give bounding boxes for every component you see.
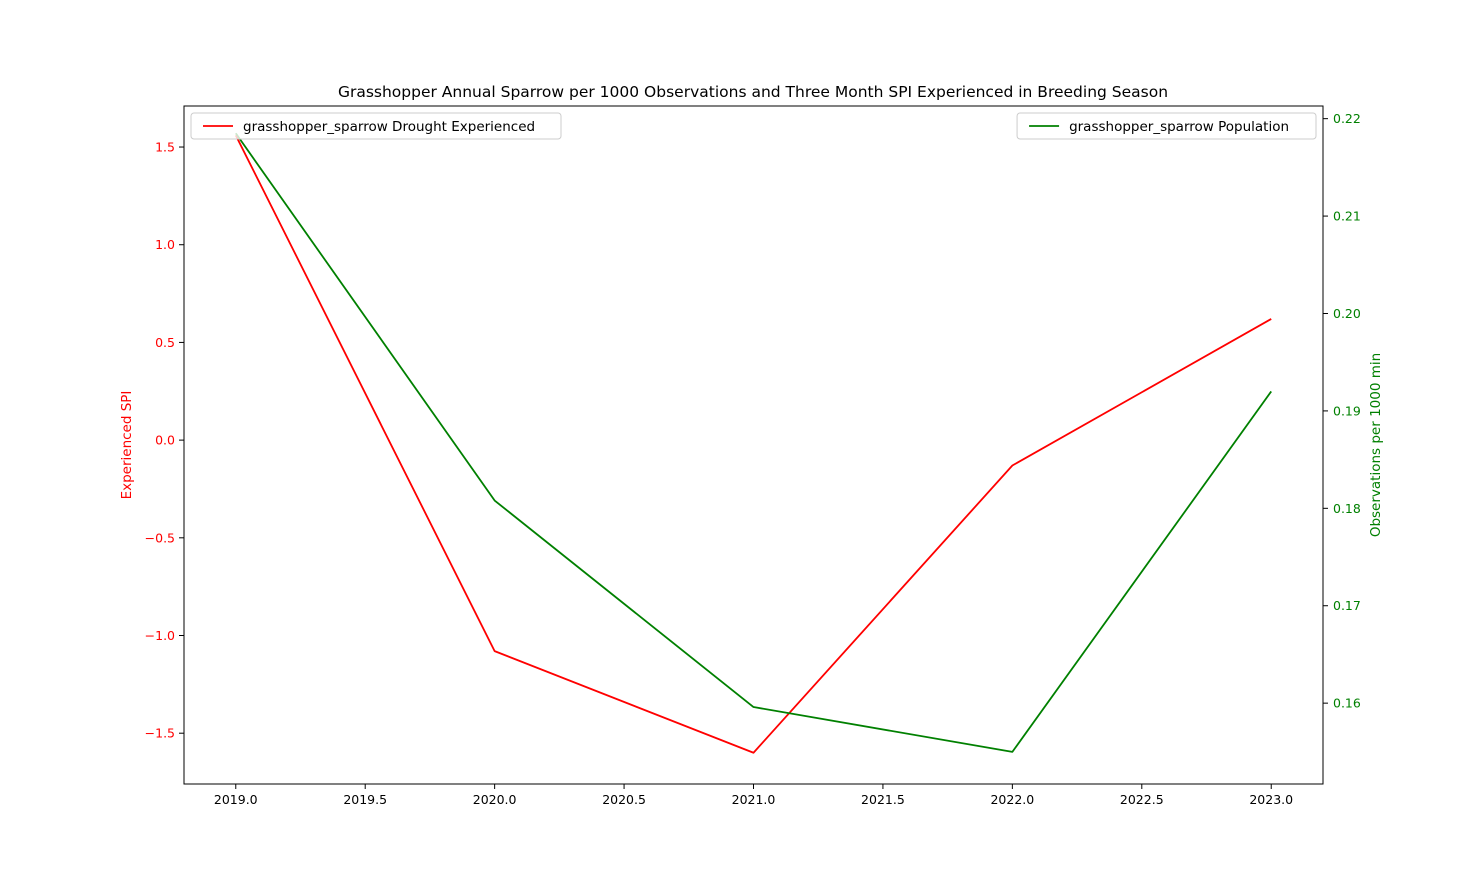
right-y-axis: 0.16 0.17 0.18 0.19 0.20 0.21 0.22 (1323, 111, 1361, 711)
legend-drought: grasshopper_sparrow Drought Experienced (190, 112, 562, 140)
chart-title: Grasshopper Annual Sparrow per 1000 Obse… (338, 83, 1168, 101)
x-tick-label: 2020.0 (473, 792, 517, 807)
series-line-left (234, 134, 1272, 754)
left-y-tick-label: −1.0 (145, 628, 175, 643)
series-line-right (235, 132, 1272, 753)
legend-box (190, 112, 562, 140)
left-y-tick-label: −1.5 (145, 726, 175, 741)
right-y-axis-label: Observations per 1000 min (1368, 353, 1384, 537)
x-tick-label: 2019.0 (214, 792, 258, 807)
x-tick-label: 2023.0 (1249, 792, 1293, 807)
plot-frame (183, 105, 1324, 785)
left-y-tick-label: 1.5 (155, 140, 175, 155)
right-y-tick-label: 0.19 (1333, 403, 1361, 418)
legend-label: grasshopper_sparrow Drought Experienced (243, 119, 535, 135)
x-tick-label: 2022.5 (1120, 792, 1164, 807)
right-y-tick-label: 0.17 (1333, 598, 1361, 613)
left-y-tick-label: 0.5 (155, 335, 175, 350)
x-axis: 2019.0 2019.5 2020.0 2020.5 2021.0 2021.5 2022… (214, 784, 1293, 807)
left-y-axis: −1.5 −1.0 −0.5 0.0 0.5 1.0 1.5 (145, 140, 184, 741)
right-y-tick-label: 0.16 (1333, 696, 1361, 711)
x-tick-label: 2021.5 (861, 792, 905, 807)
right-y-tick-label: 0.20 (1333, 306, 1361, 321)
left-y-tick-label: 0.0 (155, 433, 175, 448)
x-tick-label: 2020.5 (602, 792, 646, 807)
x-tick-label: 2019.5 (343, 792, 387, 807)
left-y-tick-label: 1.0 (155, 237, 175, 252)
right-y-tick-label: 0.22 (1333, 111, 1361, 126)
legend-box (1016, 112, 1317, 140)
legend-population: grasshopper_sparrow Population (1016, 112, 1317, 140)
right-y-tick-label: 0.18 (1333, 501, 1361, 516)
left-y-tick-label: −0.5 (145, 530, 175, 545)
right-y-tick-label: 0.21 (1333, 209, 1361, 224)
left-y-axis-label: Experienced SPI (119, 391, 135, 500)
x-tick-label: 2022.0 (990, 792, 1034, 807)
x-tick-label: 2021.0 (732, 792, 776, 807)
plot-lines (234, 132, 1272, 754)
legend-label: grasshopper_sparrow Population (1069, 119, 1289, 135)
